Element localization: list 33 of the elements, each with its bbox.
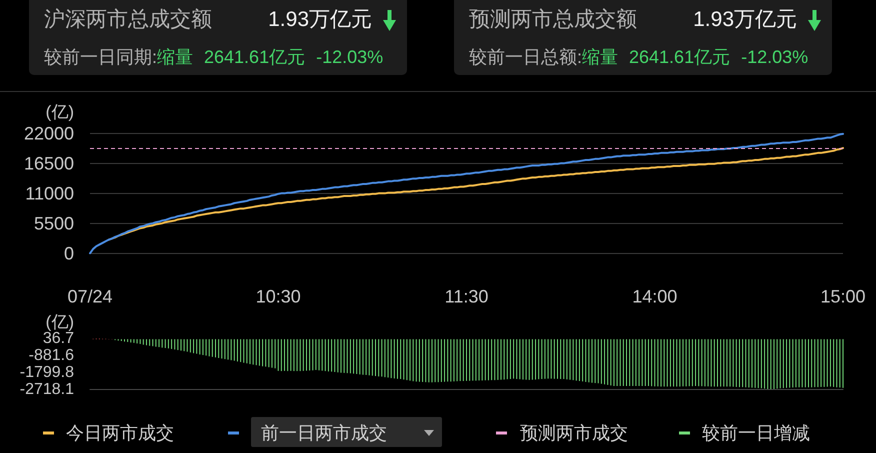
text: 缩量: [157, 46, 194, 69]
text: 较前一日总额:: [469, 46, 582, 69]
y-tick-label: 36.7: [42, 330, 74, 347]
x-tick-label: 14:00: [632, 286, 678, 306]
text: 1.93万亿元: [693, 7, 797, 33]
text: 沪深两市总成交额: [44, 7, 212, 33]
text: -12.03%: [316, 46, 384, 69]
text: -12.03%: [741, 46, 808, 69]
y-tick-label: 0: [64, 243, 74, 264]
x-tick-label: 07/24: [67, 286, 113, 306]
x-tick-label: 11:30: [444, 286, 488, 306]
text: 2641.61亿元: [204, 46, 306, 69]
legend-label: 预测两市成交: [520, 423, 628, 443]
text: 预测两市总成交额: [469, 7, 637, 33]
y-axis-title: (亿): [46, 102, 74, 122]
x-tick-label: 15:00: [820, 286, 866, 306]
y-tick-label: 16500: [24, 153, 74, 174]
legend-label: 较前一日增减: [702, 423, 810, 443]
y-tick-label: 11000: [25, 183, 74, 204]
legend-label: 今日两市成交: [66, 423, 174, 443]
y-tick-label: 22000: [24, 123, 74, 144]
y-tick-label: 5500: [34, 213, 74, 234]
line-series: [89, 132, 844, 254]
text: 较前一日同期:: [44, 46, 158, 69]
y-tick-label: -1799.8: [20, 364, 74, 381]
text: 2641.61亿元: [629, 46, 730, 69]
legend-label: 前一日两市成交: [261, 423, 387, 443]
y-tick-label: -881.6: [28, 346, 74, 364]
text: 缩量: [582, 46, 618, 69]
x-tick-label: 10:30: [256, 286, 301, 306]
text: 1.93万亿元: [268, 7, 372, 33]
y-tick-label: -2718.1: [20, 380, 74, 398]
y-axis-title: (亿): [46, 312, 74, 332]
